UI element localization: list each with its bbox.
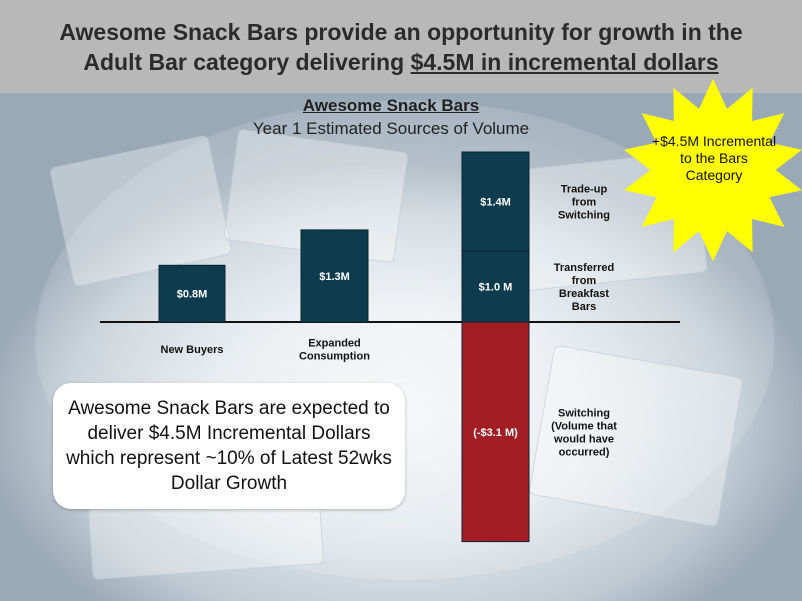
header-line-2-prefix: Adult Bar category delivering [83,49,411,75]
header-line-1: Awesome Snack Bars provide an opportunit… [59,19,743,45]
starburst-callout [624,78,802,262]
note-text: Awesome Snack Bars are expected to deliv… [66,398,392,494]
category-label: New Buyers [161,344,224,356]
bar-segment [158,264,226,323]
chart-title: Awesome Snack Bars [302,96,480,115]
starburst-callout-text: +$4.5M Incremental to the Bars Category [651,133,777,183]
header-line-2: Adult Bar category delivering $4.5M in i… [0,47,802,77]
slide-header: Awesome Snack Bars provide an opportunit… [0,0,802,93]
note-box: Awesome Snack Bars are expected to deliv… [53,383,405,509]
category-label: Expanded Consumption [299,338,370,363]
bar-value-label: $1.4M [480,197,511,209]
bar-segment [461,151,530,252]
bar-value-label: $1.0 M [479,282,513,294]
bar-segment [461,321,530,543]
bar-value-label: (-$3.1 M) [473,427,518,439]
chart-subtitle: Year 1 Estimated Sources of Volume [252,119,530,138]
bar-value-label: $1.3M [319,271,350,283]
bar-segment [300,229,369,323]
bar-side-label: Transferred from Breakfast Bars [554,262,615,313]
bar-value-label: $0.8M [177,289,208,301]
bar-side-label: Trade-up from Switching [558,184,610,222]
bar-side-label: Switching (Volume that would have occurred) [551,407,617,458]
header-highlight: $4.5M in incremental dollars [410,49,719,75]
bars-layer: $0.8M New Buyers $1.3M Expanded Consumption $… [158,151,617,543]
